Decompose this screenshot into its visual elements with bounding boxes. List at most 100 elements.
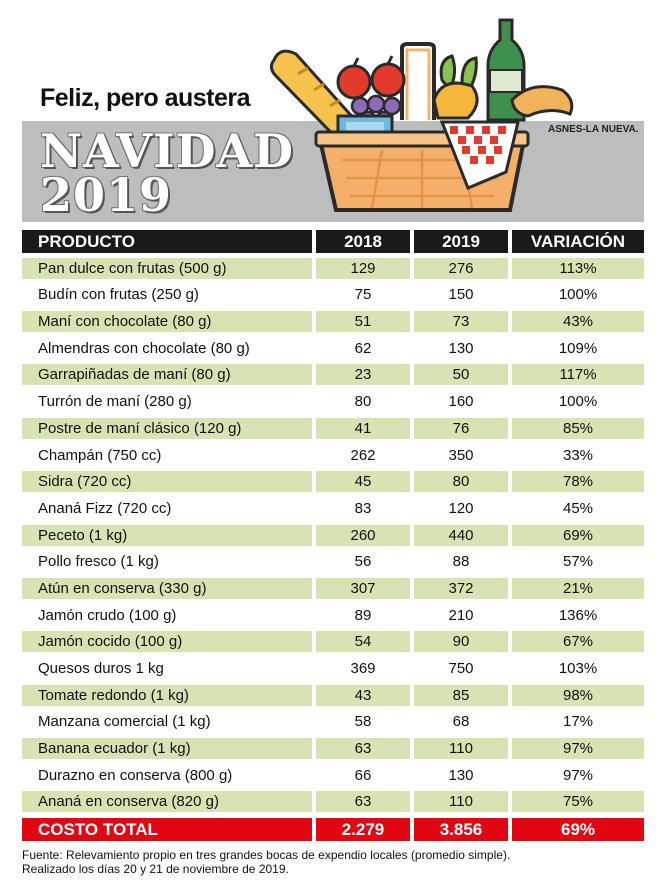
table-header-row-cell-1: 2018 [316,230,410,253]
footnote: Fuente: Relevamiento propio en tres gran… [22,848,652,876]
table-row-cell-2: 68 [452,713,470,731]
table-row-cell-3: 67% [512,631,644,653]
table-row-cell-1: 45 [316,471,410,493]
table-row: Banana ecuador (1 kg) 63 110 97% [22,735,644,762]
table-row-cell-1: 262 [350,446,376,464]
table-row: Atún en conserva (330 g) 307 372 21% [22,575,644,602]
table-row-cell-3: 75% [512,791,644,813]
table-row-cell-3: 98% [512,684,644,706]
table-row: Quesos duros 1 kg 369 750 103% [22,655,644,682]
table-header-row-cell-3: VARIACIÓN [512,230,644,253]
table-row-cell-2: 110 [414,791,508,813]
table-row: Pollo fresco (1 kg) 56 88 57% [22,548,644,575]
table-row-cell-1: 58 [354,713,372,731]
table-row: Jamón cocido (100 g) 54 90 67% [22,628,644,655]
table-row-cell-2: 76 [414,417,508,439]
table-row-cell-3: 69% [512,524,644,546]
table-row: Tomate redondo (1 kg) 43 85 98% [22,682,644,709]
table-row: Garrapiñadas de maní (80 g) 23 50 117% [22,361,644,388]
table-row: Maní con chocolate (80 g) 51 73 43% [22,308,644,335]
table-row-cell-2: 276 [414,257,508,279]
table-row: Ananá en conserva (820 g) 63 110 75% [22,788,644,815]
table-row-cell-2: 350 [448,446,474,464]
table-row: Jamón crudo (100 g) 89 210 136% [22,602,644,629]
table-row-cell-1: 54 [316,631,410,653]
table-row: Pan dulce con frutas (500 g) 129 276 113% [22,255,644,282]
table-row: Durazno en conserva (800 g) 66 130 97% [22,762,644,789]
table-row-cell-2: 80 [414,471,508,493]
table-row-cell-3: 17% [562,713,594,731]
table-total-row-cell-2: 3.856 [414,818,508,842]
table-row-cell-1: 129 [316,257,410,279]
table-row: Peceto (1 kg) 260 440 69% [22,522,644,549]
table-row-cell-3: 109% [558,339,598,357]
title-line-2: 2019 [40,168,173,222]
table-row-cell-1: 41 [316,417,410,439]
table-row-cell-0: Postre de maní clásico (120 g) [22,417,312,439]
table-total-row-cell-3: 69% [512,818,644,842]
subtitle: Feliz, pero austera [40,84,251,112]
table-row-cell-0: Quesos duros 1 kg [38,660,164,677]
table-row-cell-2: 130 [448,339,474,357]
credit: ASNES-LA NUEVA. [548,124,639,135]
table-row-cell-0: Banana ecuador (1 kg) [22,738,312,760]
table-row-cell-1: 369 [350,660,376,677]
table-row-cell-1: 63 [316,791,410,813]
table-row-cell-1: 307 [316,577,410,599]
table-row-cell-2: 150 [448,286,474,304]
header: Feliz, pero austera NAVIDAD 2019 ASNES-L… [0,0,666,226]
table-row-cell-3: 97% [512,738,644,760]
table-row-cell-3: 57% [562,553,594,571]
table-row-cell-0: Ananá en conserva (820 g) [22,791,312,813]
table-row-cell-3: 33% [562,446,594,464]
table-row-cell-2: 372 [414,577,508,599]
table-row-cell-1: 63 [316,738,410,760]
table-row-cell-1: 260 [316,524,410,546]
table-row-cell-0: Turrón de maní (280 g) [38,393,192,411]
table-row-cell-0: Maní con chocolate (80 g) [22,311,312,333]
table-row-cell-1: 43 [316,684,410,706]
table-row: Postre de maní clásico (120 g) 41 76 85% [22,415,644,442]
table-row-cell-0: Manzana comercial (1 kg) [38,713,211,731]
table-row-cell-0: Garrapiñadas de maní (80 g) [22,364,312,386]
table-row-cell-1: 80 [354,393,372,411]
price-table: PRODUCTO 2018 2019 VARIACIÓN Pan dulce con f… [22,228,644,842]
table-row-cell-2: 90 [414,631,508,653]
table-row-cell-0: Almendras con chocolate (80 g) [38,339,250,357]
table-row-cell-1: 75 [354,286,372,304]
table-row: Manzana comercial (1 kg) 58 68 17% [22,708,644,735]
table-row-cell-2: 210 [448,606,474,624]
table-row-cell-0: Ananá Fizz (720 cc) [38,499,172,517]
footnote-line-2: Realizado los días 20 y 21 de noviembre … [22,862,289,876]
table-row-cell-0: Jamón cocido (100 g) [22,631,312,653]
table-row: Ananá Fizz (720 cc) 83 120 45% [22,495,644,522]
table-row-cell-2: 120 [448,499,474,517]
table-row-cell-0: Sidra (720 cc) [22,471,312,493]
table-row-cell-3: 21% [512,577,644,599]
table-row-cell-3: 100% [558,393,598,411]
table-row-cell-0: Durazno en conserva (800 g) [38,766,233,784]
table-row-cell-1: 83 [354,499,372,517]
table-row-cell-3: 45% [562,499,594,517]
christmas-basket-illustration-icon [269,18,574,212]
table-row-cell-2: 440 [414,524,508,546]
footnote-line-1: Fuente: Relevamiento propio en tres gran… [22,848,511,862]
table-row-cell-3: 100% [558,286,598,304]
table-row-cell-3: 136% [558,606,598,624]
table-total-row: COSTO TOTAL 2.279 3.856 69% [22,815,644,842]
table-row: Sidra (720 cc) 45 80 78% [22,468,644,495]
table-row-cell-3: 97% [562,766,594,784]
table-total-row-cell-1: 2.279 [316,818,410,842]
table-row-cell-3: 103% [558,660,598,677]
table-row: Turrón de maní (280 g) 80 160 100% [22,388,644,415]
table-header-row-cell-2: 2019 [414,230,508,253]
table-total-row-cell-0: COSTO TOTAL [22,818,312,842]
table-row-cell-0: Jamón crudo (100 g) [38,606,177,624]
table-header-row: PRODUCTO 2018 2019 VARIACIÓN [22,228,644,255]
table-row: Champán (750 cc) 262 350 33% [22,442,644,469]
table-row-cell-3: 117% [512,364,644,386]
table-row-cell-1: 23 [316,364,410,386]
table-row-cell-1: 56 [354,553,372,571]
table-row-cell-0: Pollo fresco (1 kg) [38,553,159,571]
table-row: Almendras con chocolate (80 g) 62 130 109% [22,335,644,362]
